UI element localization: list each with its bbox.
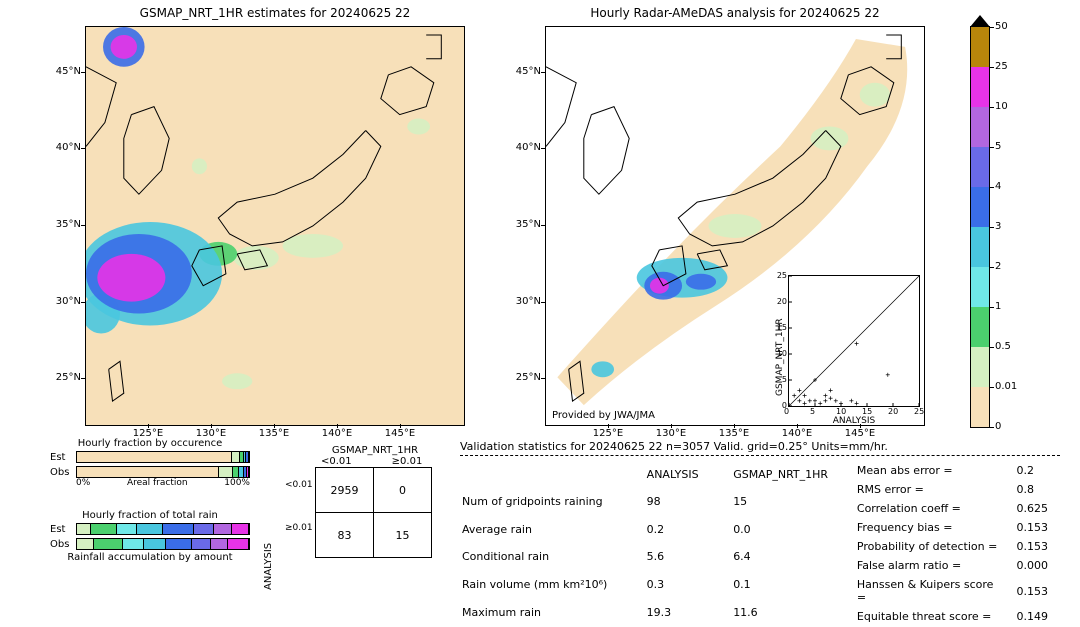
cont-cell-01: 0 bbox=[374, 468, 432, 513]
hf-tot-footer: Rainfall accumulation by amount bbox=[50, 552, 250, 563]
contingency-table: 2959 0 83 15 bbox=[315, 467, 432, 558]
y-tick: 25°N bbox=[41, 372, 81, 383]
hourly-fraction-occurrence: Hourly fraction by occurence Est Obs 0% … bbox=[50, 438, 250, 488]
hf-occ-est-bar bbox=[76, 451, 250, 463]
colorbar-label: 5 bbox=[995, 141, 1001, 152]
colorbar-label: 50 bbox=[995, 21, 1008, 32]
hf-occ-axis-1: Areal fraction bbox=[127, 478, 188, 488]
y-tick: 45°N bbox=[41, 66, 81, 77]
colorbar-label: 10 bbox=[995, 101, 1008, 112]
vcol-0: ANALYSIS bbox=[647, 462, 732, 487]
colorbar-label: 0.5 bbox=[995, 341, 1011, 352]
validation-stat: Mean abs error =0.2 bbox=[857, 462, 1058, 479]
y-tick: 30°N bbox=[501, 296, 541, 307]
hf-tot-est-bar bbox=[76, 523, 250, 535]
validation-stat: Frequency bias =0.153 bbox=[857, 519, 1058, 536]
y-tick: 30°N bbox=[41, 296, 81, 307]
right-map: Provided by JWA/JMA00551010151520202525A… bbox=[545, 26, 925, 426]
validation-title: Validation statistics for 20240625 22 n=… bbox=[460, 440, 1060, 453]
hf-tot-obs-bar bbox=[76, 538, 250, 550]
x-tick: 135°E bbox=[714, 428, 754, 439]
validation-row: Conditional rain5.66.4 bbox=[462, 544, 853, 570]
colorbar-over-tri bbox=[970, 15, 990, 27]
y-tick: 35°N bbox=[501, 219, 541, 230]
hf-occ-axis-2: 100% bbox=[224, 478, 250, 488]
hf-tot-row-obs: Obs bbox=[50, 539, 72, 550]
validation-block: Validation statistics for 20240625 22 n=… bbox=[460, 440, 1060, 627]
validation-stat: RMS error =0.8 bbox=[857, 481, 1058, 498]
y-tick: 40°N bbox=[41, 142, 81, 153]
validation-left-table: ANALYSIS GSMAP_NRT_1HR Num of gridpoints… bbox=[460, 460, 855, 627]
validation-stat: Hanssen & Kuipers score =0.153 bbox=[857, 576, 1058, 606]
validation-stat: Probability of detection =0.153 bbox=[857, 538, 1058, 555]
vcol-1: GSMAP_NRT_1HR bbox=[733, 462, 853, 487]
cont-row-0: <0.01 bbox=[285, 480, 313, 490]
hf-occ-title: Hourly fraction by occurence bbox=[50, 438, 250, 449]
contingency-row-header: ANALYSIS bbox=[263, 543, 274, 590]
x-tick: 140°E bbox=[317, 428, 357, 439]
y-tick: 40°N bbox=[501, 142, 541, 153]
cont-cell-10: 83 bbox=[316, 513, 374, 558]
x-tick: 125°E bbox=[128, 428, 168, 439]
left-map-title: GSMAP_NRT_1HR estimates for 20240625 22 bbox=[85, 6, 465, 20]
cont-row-1: ≥0.01 bbox=[285, 523, 313, 533]
x-tick: 135°E bbox=[254, 428, 294, 439]
hf-occ-axis-0: 0% bbox=[76, 478, 90, 488]
cont-col-0: <0.01 bbox=[321, 456, 352, 467]
hf-occ-obs-bar bbox=[76, 466, 250, 478]
y-tick: 25°N bbox=[501, 372, 541, 383]
validation-right-table: Mean abs error =0.2 RMS error =0.8 Correla… bbox=[855, 460, 1060, 627]
validation-stat: False alarm ratio =0.000 bbox=[857, 557, 1058, 574]
contingency-block: GSMAP_NRT_1HR <0.01 ≥0.01 2959 0 83 15 A… bbox=[285, 445, 435, 558]
colorbar-label: 2 bbox=[995, 261, 1001, 272]
colorbar: 502510543210.50.010 bbox=[970, 26, 990, 428]
cont-cell-11: 15 bbox=[374, 513, 432, 558]
x-tick: 130°E bbox=[651, 428, 691, 439]
colorbar-label: 4 bbox=[995, 181, 1001, 192]
provider-text: Provided by JWA/JMA bbox=[552, 410, 655, 421]
colorbar-label: 25 bbox=[995, 61, 1008, 72]
hf-tot-title: Hourly fraction of total rain bbox=[50, 510, 250, 521]
x-tick: 125°E bbox=[588, 428, 628, 439]
contingency-col-header: GSMAP_NRT_1HR bbox=[315, 445, 435, 456]
hf-occ-row-est: Est bbox=[50, 452, 72, 463]
validation-stat: Equitable threat score =0.149 bbox=[857, 608, 1058, 625]
colorbar-label: 0.01 bbox=[995, 381, 1017, 392]
cont-cell-00: 2959 bbox=[316, 468, 374, 513]
left-map bbox=[85, 26, 465, 426]
validation-row: Rain volume (mm km²10⁶)0.30.1 bbox=[462, 572, 853, 598]
validation-stat: Correlation coeff =0.625 bbox=[857, 500, 1058, 517]
x-tick: 130°E bbox=[191, 428, 231, 439]
x-tick: 140°E bbox=[777, 428, 817, 439]
right-map-title: Hourly Radar-AMeDAS analysis for 2024062… bbox=[545, 6, 925, 20]
y-tick: 45°N bbox=[501, 66, 541, 77]
validation-row: Average rain0.20.0 bbox=[462, 517, 853, 543]
cont-col-1: ≥0.01 bbox=[392, 456, 423, 467]
validation-row: Num of gridpoints raining9815 bbox=[462, 489, 853, 515]
x-tick: 145°E bbox=[840, 428, 880, 439]
y-tick: 35°N bbox=[41, 219, 81, 230]
colorbar-label: 1 bbox=[995, 301, 1001, 312]
validation-row: Maximum rain19.311.6 bbox=[462, 599, 853, 625]
hf-tot-row-est: Est bbox=[50, 524, 72, 535]
hf-occ-row-obs: Obs bbox=[50, 467, 72, 478]
x-tick: 145°E bbox=[380, 428, 420, 439]
hourly-fraction-total: Hourly fraction of total rain Est Obs Ra… bbox=[50, 510, 250, 563]
colorbar-label: 3 bbox=[995, 221, 1001, 232]
colorbar-label: 0 bbox=[995, 421, 1001, 432]
